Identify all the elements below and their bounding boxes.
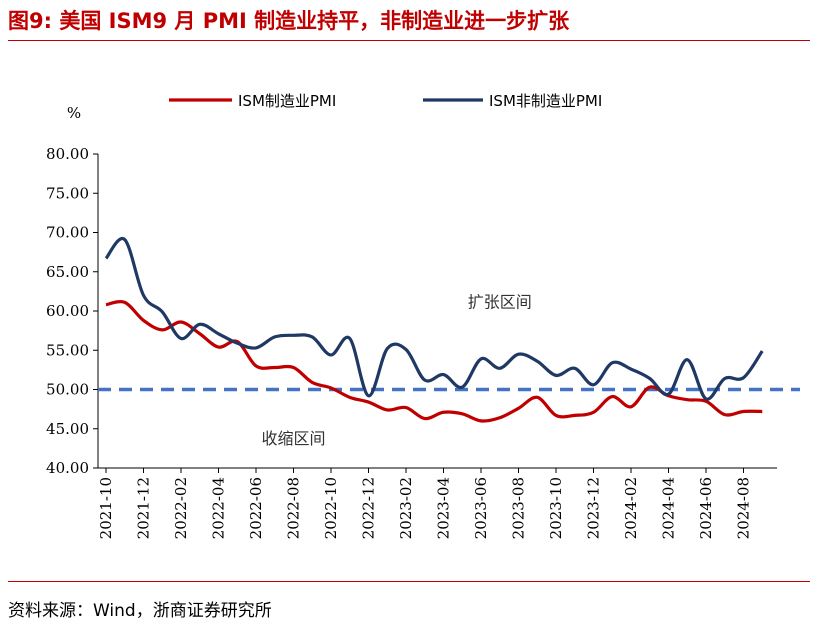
figure-title: 图9: 美国 ISM9 月 PMI 制造业持平，非制造业进一步扩张 [8, 9, 570, 33]
title-rule [8, 40, 810, 41]
y-tick-label: 65.00 [46, 263, 89, 281]
x-tick-label: 2021-10 [97, 477, 115, 539]
y-tick-label: 50.00 [46, 381, 89, 399]
y-tick-label: 40.00 [46, 459, 89, 477]
series-line-manufacturing [105, 299, 763, 423]
x-tick-label: 2024-06 [697, 477, 715, 539]
x-tick-label: 2022-02 [172, 477, 190, 539]
y-tick-label: 80.00 [46, 145, 89, 163]
x-tick-label: 2022-06 [247, 477, 265, 539]
legend-label: ISM非制造业PMI [489, 92, 602, 110]
x-tick-label: 2023-04 [435, 477, 453, 539]
x-tick-label: 2023-10 [547, 477, 565, 539]
x-tick-label: 2023-06 [472, 477, 490, 539]
x-tick-label: 2022-08 [285, 477, 303, 539]
x-tick-label: 2022-12 [360, 477, 378, 539]
annotation-expansion-zone: 扩张区间 [468, 293, 532, 312]
x-tick-label: 2023-08 [510, 477, 528, 539]
x-tick-label: 2021-12 [135, 477, 153, 539]
x-tick-label: 2024-04 [660, 477, 678, 539]
title-bar: 图9: 美国 ISM9 月 PMI 制造业持平，非制造业进一步扩张 [8, 5, 808, 39]
pmi-line-chart: 40.00 45.00 50.00 55.00 60.00 65.00 70.00 75.00… [46, 92, 800, 539]
source-note: 资料来源：Wind，浙商证券研究所 [8, 601, 272, 621]
y-tick-label: 60.00 [46, 302, 89, 320]
y-tick-label: 45.00 [46, 420, 89, 438]
x-tick-label: 2022-04 [210, 477, 228, 539]
y-tick-label: 75.00 [46, 184, 89, 202]
x-tick-label: 2023-12 [585, 477, 603, 539]
y-tick-label: 70.00 [46, 224, 89, 242]
x-tick-label: 2024-02 [622, 477, 640, 539]
x-tick-label: 2022-10 [322, 477, 340, 539]
x-tick-label: 2023-02 [397, 477, 415, 539]
series-line-non-manufacturing [104, 236, 764, 401]
legend-label: ISM制造业PMI [238, 92, 336, 110]
annotation-contraction-zone: 收缩区间 [261, 429, 325, 448]
y-tick-label: 55.00 [46, 341, 89, 359]
x-tick-label: 2024-08 [735, 477, 753, 539]
y-axis-unit: % [67, 104, 81, 122]
footer-rule [8, 581, 810, 582]
